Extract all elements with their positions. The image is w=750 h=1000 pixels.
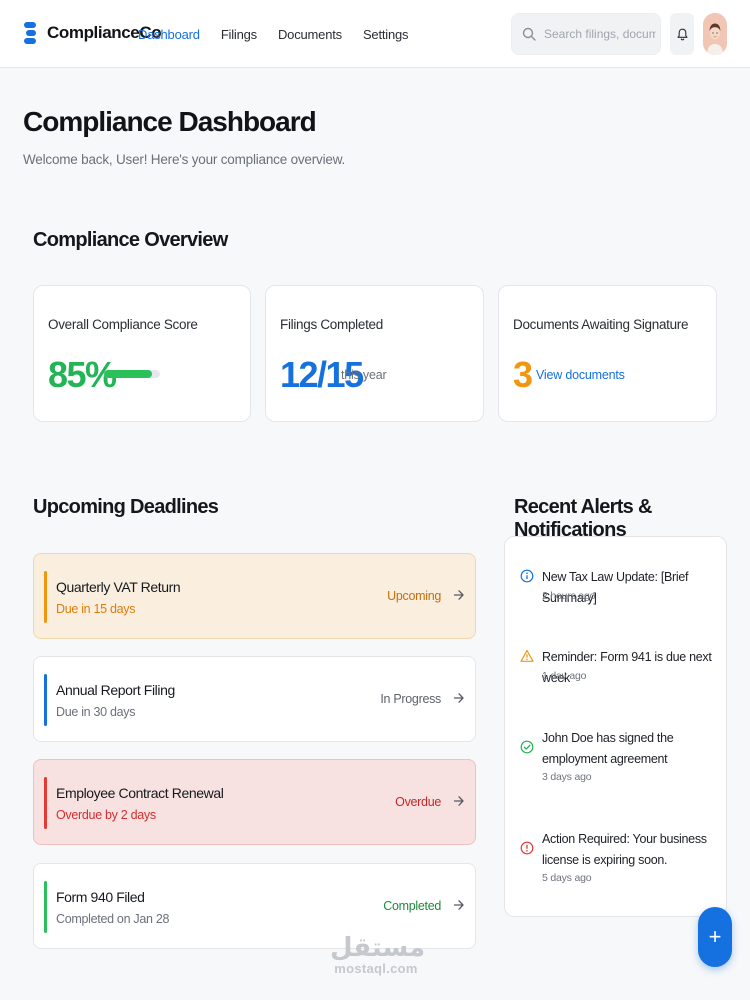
alert-time: 1 day ago — [542, 670, 587, 682]
deadlines-section-title: Upcoming Deadlines — [33, 496, 219, 518]
notifications-button[interactable] — [670, 13, 694, 55]
deadline-item[interactable]: Employee Contract Renewal Overdue by 2 d… — [33, 759, 476, 845]
deadline-status: Completed — [383, 899, 441, 913]
user-avatar[interactable] — [703, 13, 727, 55]
alert-text: Action Required: Your business license i… — [542, 832, 707, 867]
alert-text: John Doe has signed the employment agree… — [542, 731, 674, 766]
overview-section-title: Compliance Overview — [33, 229, 228, 251]
info-icon — [520, 569, 534, 583]
page-subtitle: Welcome back, User! Here's your complian… — [23, 152, 346, 167]
documents-awaiting-card: Documents Awaiting Signature 3 View docu… — [498, 285, 717, 422]
deadline-item[interactable]: Quarterly VAT Return Due in 15 days Upco… — [33, 553, 476, 639]
deadline-due: Due in 15 days — [56, 602, 136, 616]
alerts-section-title: Recent Alerts & Notifications — [514, 496, 652, 541]
documents-awaiting-value: 3 — [513, 354, 533, 395]
add-button[interactable]: + — [698, 907, 732, 967]
filings-completed-label: Filings Completed — [280, 317, 383, 332]
search-input[interactable] — [544, 27, 656, 41]
deadline-status: Overdue — [395, 795, 441, 809]
deadline-status: Upcoming — [387, 589, 441, 603]
deadline-title: Employee Contract Renewal — [56, 785, 224, 801]
arrow-right-icon — [453, 693, 464, 703]
alert-text: Reminder: Form 941 is due next week — [542, 650, 712, 685]
nav-dashboard[interactable]: Dashboard — [138, 27, 200, 42]
compliance-progress-fill — [104, 370, 152, 378]
watermark-latin: mostaql.com — [334, 961, 418, 976]
filings-completed-suffix: this year — [341, 368, 387, 382]
deadline-accent-bar — [44, 571, 47, 623]
search-box[interactable] — [511, 13, 661, 55]
compliance-progress-bar — [104, 370, 160, 378]
deadline-status: In Progress — [380, 692, 441, 706]
brand[interactable]: ComplianceCo — [22, 22, 162, 44]
page-title: Compliance Dashboard — [23, 106, 317, 137]
nav-filings[interactable]: Filings — [220, 27, 257, 42]
deadline-title: Quarterly VAT Return — [56, 579, 181, 595]
compliance-score-label: Overall Compliance Score — [48, 317, 198, 332]
brand-logo-icon — [22, 22, 38, 44]
alert-time: 5 days ago — [542, 872, 592, 884]
warning-icon — [520, 649, 534, 662]
deadline-due: Overdue by 2 days — [56, 808, 156, 822]
documents-awaiting-label: Documents Awaiting Signature — [513, 317, 689, 332]
deadline-due: Due in 30 days — [56, 705, 136, 719]
compliance-score-card: Overall Compliance Score 85% — [33, 285, 251, 422]
brand-name: ComplianceCo — [47, 23, 162, 42]
deadline-item[interactable]: Annual Report Filing Due in 30 days In P… — [33, 656, 476, 742]
deadline-title: Annual Report Filing — [56, 682, 175, 698]
deadline-title: Form 940 Filed — [56, 889, 145, 905]
search-icon — [522, 27, 536, 41]
main-nav: Dashboard Filings Documents Settings — [138, 27, 409, 42]
check-circle-icon — [520, 740, 534, 754]
deadline-due: Completed on Jan 28 — [56, 912, 170, 926]
deadline-item[interactable]: Form 940 Filed Completed on Jan 28 Compl… — [33, 863, 476, 949]
view-documents-link[interactable]: View documents — [536, 368, 625, 382]
arrow-right-icon — [453, 590, 464, 600]
nav-documents[interactable]: Documents — [277, 27, 342, 42]
watermark-logo: مستقل mostaql.com — [330, 933, 426, 976]
filings-completed-card: Filings Completed 12/15 this year — [265, 285, 484, 422]
arrow-right-icon — [453, 796, 464, 806]
filings-completed-value: 12/15 — [280, 354, 364, 395]
alert-circle-icon — [520, 841, 534, 855]
deadline-accent-bar — [44, 674, 47, 726]
alert-time: 2 hours ago — [542, 590, 596, 602]
bell-icon — [676, 28, 688, 40]
watermark-arabic: مستقل — [330, 933, 426, 963]
deadline-accent-bar — [44, 881, 47, 933]
top-navigation-bar: ComplianceCo Dashboard Filings Documents… — [0, 0, 750, 68]
nav-settings[interactable]: Settings — [362, 27, 409, 42]
alerts-panel — [504, 536, 727, 917]
deadline-accent-bar — [44, 777, 47, 829]
alert-text: New Tax Law Update: [Brief Summary] — [542, 570, 689, 605]
alert-time: 3 days ago — [542, 771, 592, 783]
arrow-right-icon — [453, 900, 464, 910]
